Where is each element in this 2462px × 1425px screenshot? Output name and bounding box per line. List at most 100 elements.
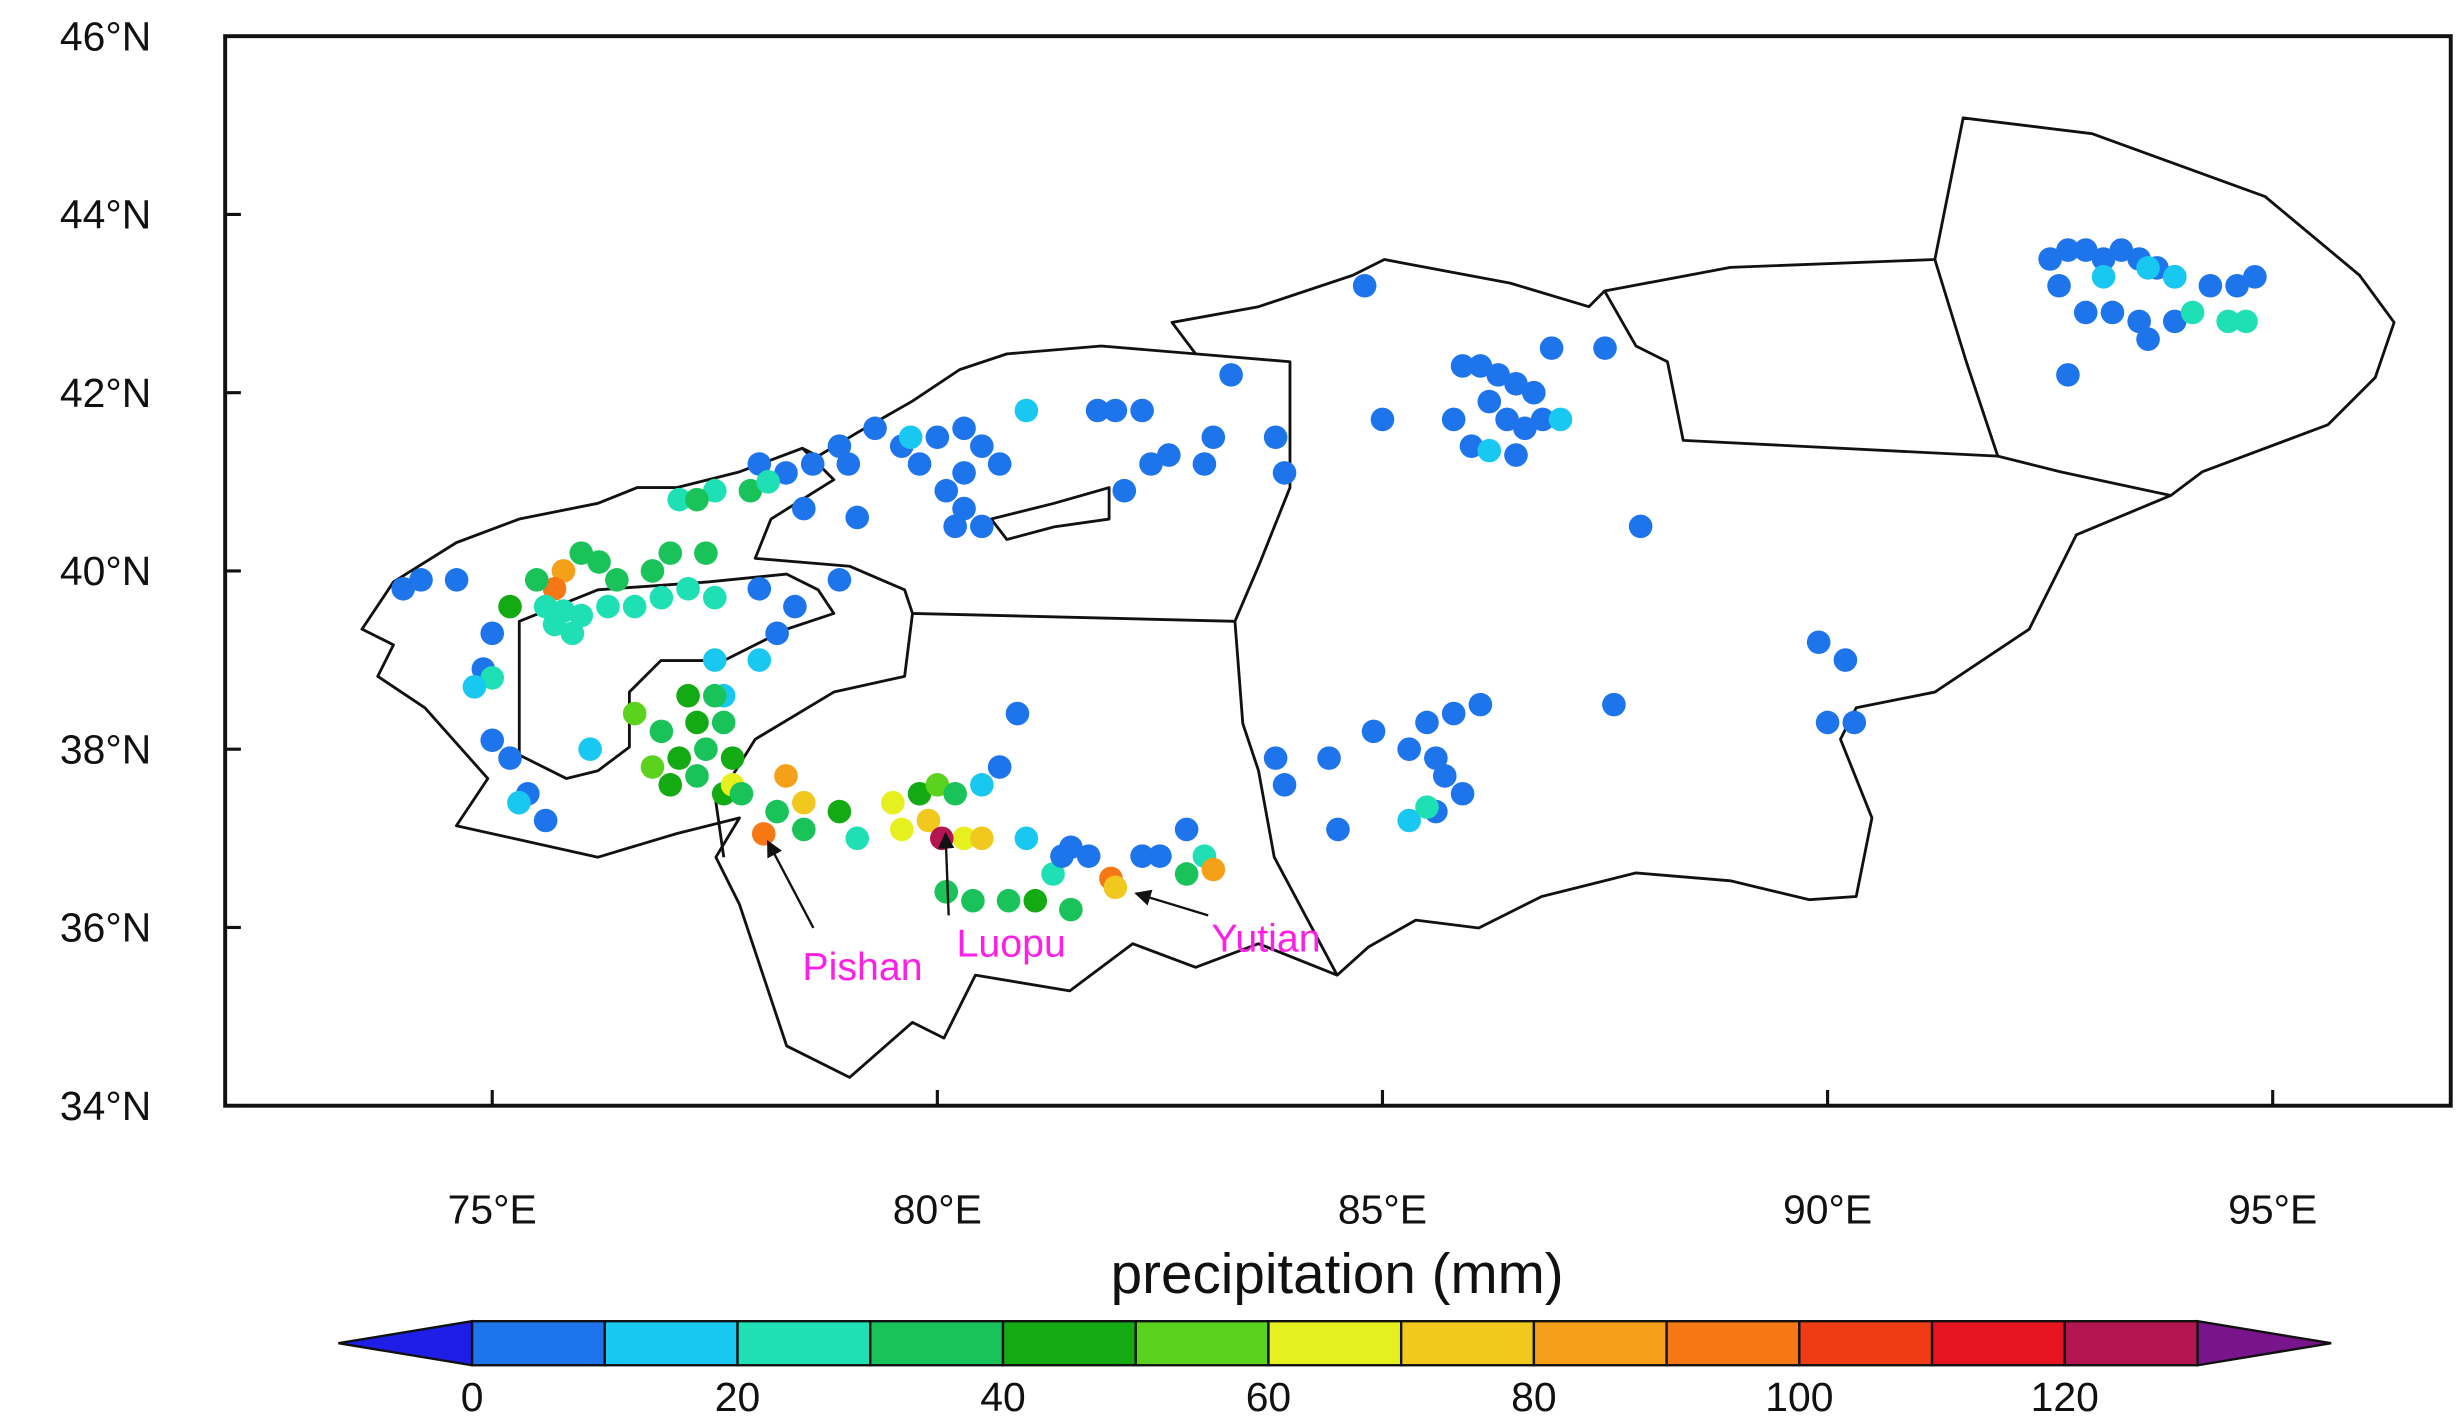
station-point [560, 621, 585, 646]
y-tick-label: 38°N [60, 726, 151, 772]
colorbar-tick-label: 80 [1511, 1374, 1556, 1420]
station-point [845, 505, 870, 530]
annotation-arrow [1134, 889, 1209, 917]
station-point [1317, 746, 1341, 770]
station-point [667, 487, 691, 512]
annotation-arrow [937, 831, 955, 916]
colorbar-box [736, 1320, 872, 1367]
station-point [1005, 701, 1030, 726]
station-point [1041, 862, 1065, 886]
station-point [1192, 452, 1217, 476]
station-point [774, 461, 798, 485]
station-point [702, 585, 727, 610]
station-point [480, 728, 505, 753]
station-point [1432, 764, 1457, 788]
station-point [2091, 265, 2116, 289]
station-point [1415, 795, 1439, 819]
station-point [827, 568, 852, 592]
station-point [1548, 407, 1573, 432]
y-tick-label: 42°N [60, 370, 151, 416]
station-point [836, 452, 861, 476]
y-tick-label: 34°N [60, 1083, 151, 1129]
station-point [898, 425, 923, 450]
colorbar-box [470, 1320, 607, 1367]
station-point [792, 790, 816, 815]
annotation: Luopu [957, 921, 1066, 965]
station-point [480, 666, 505, 690]
colorbar-box [1798, 1320, 1934, 1367]
y-tick-label: 36°N [60, 905, 151, 951]
station-point [800, 452, 825, 476]
station-point [970, 826, 994, 851]
station-point [907, 452, 932, 476]
station-point [1103, 398, 1128, 423]
station-point [1842, 710, 1867, 735]
x-tick-label: 95°E [2228, 1187, 2317, 1233]
station-point [542, 612, 567, 637]
station-point [2038, 247, 2062, 271]
station-point [2056, 363, 2080, 387]
station-point [711, 710, 736, 735]
station-point [2073, 300, 2098, 325]
station-point [1023, 888, 1048, 913]
station-point [1628, 514, 1653, 539]
station-point [1130, 844, 1154, 868]
station-point [640, 559, 665, 583]
station-point [587, 550, 611, 574]
colorbar-tick-label: 120 [2031, 1374, 2099, 1420]
station-point [845, 826, 870, 851]
station-point [1468, 692, 1493, 717]
station-point [649, 719, 674, 744]
colorbar-label: precipitation (mm) [1111, 1242, 1564, 1305]
station-point [1370, 407, 1395, 432]
station-point [1103, 875, 1128, 900]
region-outline [360, 116, 2396, 1079]
station-point [2243, 265, 2267, 289]
station-point [934, 880, 959, 904]
station-point [569, 541, 594, 565]
station-point [1450, 781, 1475, 806]
station-point [498, 746, 522, 770]
station-point [1014, 826, 1039, 851]
annotation-arrow [766, 840, 815, 929]
station-point [987, 452, 1012, 476]
y-tick-label: 44°N [60, 192, 151, 238]
station-point [542, 576, 567, 601]
station-point [640, 755, 665, 779]
station-point [1815, 710, 1840, 735]
station-point [2109, 238, 2134, 262]
station-point [498, 594, 522, 619]
station-point [934, 478, 959, 503]
station-point [738, 478, 763, 503]
station-point [1201, 857, 1226, 882]
station-point [658, 773, 683, 797]
station-point [2073, 238, 2098, 262]
station-point [2162, 265, 2187, 289]
station-point [1059, 897, 1083, 922]
region-border [517, 572, 836, 780]
station-point [1522, 380, 1546, 405]
x-tick-label: 75°E [448, 1187, 537, 1233]
station-point [1833, 648, 1858, 672]
station-point [1486, 363, 1510, 387]
region-border [1603, 290, 2172, 497]
station-point [685, 710, 709, 735]
station-point [720, 746, 745, 770]
station-point [996, 888, 1021, 913]
station-point [729, 781, 754, 806]
station-point [533, 594, 558, 619]
station-point [2180, 300, 2205, 325]
station-point [1397, 808, 1421, 833]
station-point [774, 764, 798, 788]
station-point [1504, 443, 1528, 467]
station-point [1450, 354, 1475, 378]
colorbar-box [603, 1320, 739, 1367]
colorbar-tick-label: 100 [1765, 1374, 1833, 1420]
station-point [925, 425, 950, 450]
station-point [1130, 398, 1154, 423]
station-point [1050, 844, 1074, 868]
station-point [961, 888, 985, 913]
station-point [952, 461, 976, 485]
station-point [694, 737, 718, 761]
